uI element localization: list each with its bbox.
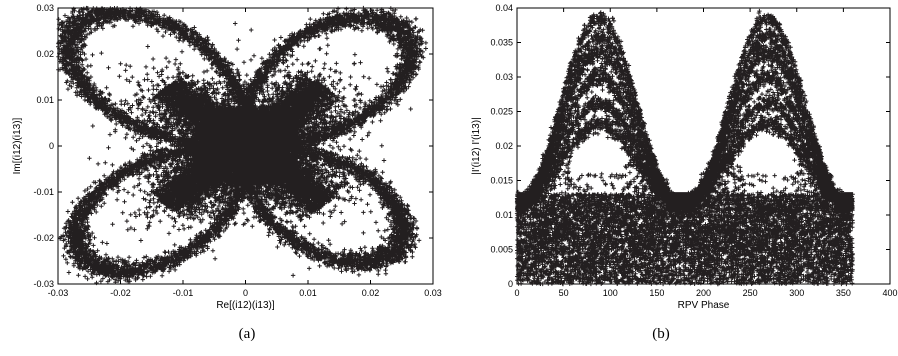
scatter-points-b <box>514 8 855 287</box>
chart-b-x-axis-label: RPV Phase <box>678 300 730 311</box>
chart-b-y-tick-label: 0.015 <box>490 176 513 186</box>
chart-b-y-tick-label: 0.01 <box>495 210 513 220</box>
chart-b-y-tick-label: 0 <box>508 279 513 289</box>
chart-panel-b: 0 50 100 150 200 250 300 350 400 0 0.005 0.01 0.015 0… <box>449 0 898 356</box>
chart-b-y-tick-label: 0.035 <box>490 38 513 48</box>
chart-b-y-tick-label: 0.005 <box>490 245 513 255</box>
scatter-chart-a: -0.03 -0.02 -0.01 0 0.01 0.02 0.03 -0.03 -0.02 -0… <box>12 3 442 311</box>
chart-a-y-tick-label: 0.03 <box>36 3 54 13</box>
chart-b-x-tick-label: 0 <box>514 288 519 298</box>
chart-a-x-tick-label: -0.03 <box>48 288 69 298</box>
chart-a-y-tick-label: -0.01 <box>33 187 54 197</box>
chart-a-x-tick-label: 0.01 <box>299 288 317 298</box>
chart-b-x-tick-label: 400 <box>882 288 897 298</box>
chart-b-x-tick-label: 100 <box>603 288 618 298</box>
caption-a: (a) <box>238 326 256 342</box>
chart-a-y-tick-label: -0.03 <box>33 279 54 289</box>
chart-a-y-tick-label: 0.02 <box>36 49 54 59</box>
chart-b-y-tick-label: 0.04 <box>495 3 513 13</box>
scatter-points-a <box>56 5 429 286</box>
scatter-chart-b: 0 50 100 150 200 250 300 350 400 0 0.005 0.01 0.015 0… <box>471 3 898 311</box>
chart-a-x-tick-label: 0 <box>243 288 248 298</box>
chart-a-x-axis-label: Re[(i12)(i13)] <box>216 300 275 311</box>
chart-a-x-tick-label: -0.02 <box>110 288 131 298</box>
chart-b-y-axis-label: |I'(i12) I'(i13)| <box>471 117 482 174</box>
chart-a-y-axis-label: Im[(i12)(i13)] <box>12 117 23 174</box>
chart-a-y-tick-label: 0 <box>49 141 54 151</box>
chart-b-y-tick-label: 0.025 <box>490 107 513 117</box>
chart-b-x-tick-label: 350 <box>836 288 851 298</box>
caption-b: (b) <box>652 326 670 342</box>
chart-b-y-tick-label: 0.02 <box>495 141 513 151</box>
chart-panel-a: -0.03 -0.02 -0.01 0 0.01 0.02 0.03 -0.03 -0.02 -0… <box>12 3 442 311</box>
chart-b-x-tick-label: 50 <box>559 288 569 298</box>
chart-a-x-tick-label: -0.01 <box>173 288 194 298</box>
chart-b-x-tick-label: 250 <box>743 288 758 298</box>
chart-b-x-tick-label: 200 <box>696 288 711 298</box>
chart-b-x-tick-label: 150 <box>649 288 664 298</box>
chart-a-y-tick-label: -0.02 <box>33 233 54 243</box>
chart-a-x-tick-label: 0.02 <box>362 288 380 298</box>
chart-b-x-tick-label: 300 <box>789 288 804 298</box>
chart-a-x-tick-label: 0.03 <box>424 288 442 298</box>
chart-b-y-tick-label: 0.03 <box>495 72 513 82</box>
chart-a-y-tick-label: 0.01 <box>36 95 54 105</box>
